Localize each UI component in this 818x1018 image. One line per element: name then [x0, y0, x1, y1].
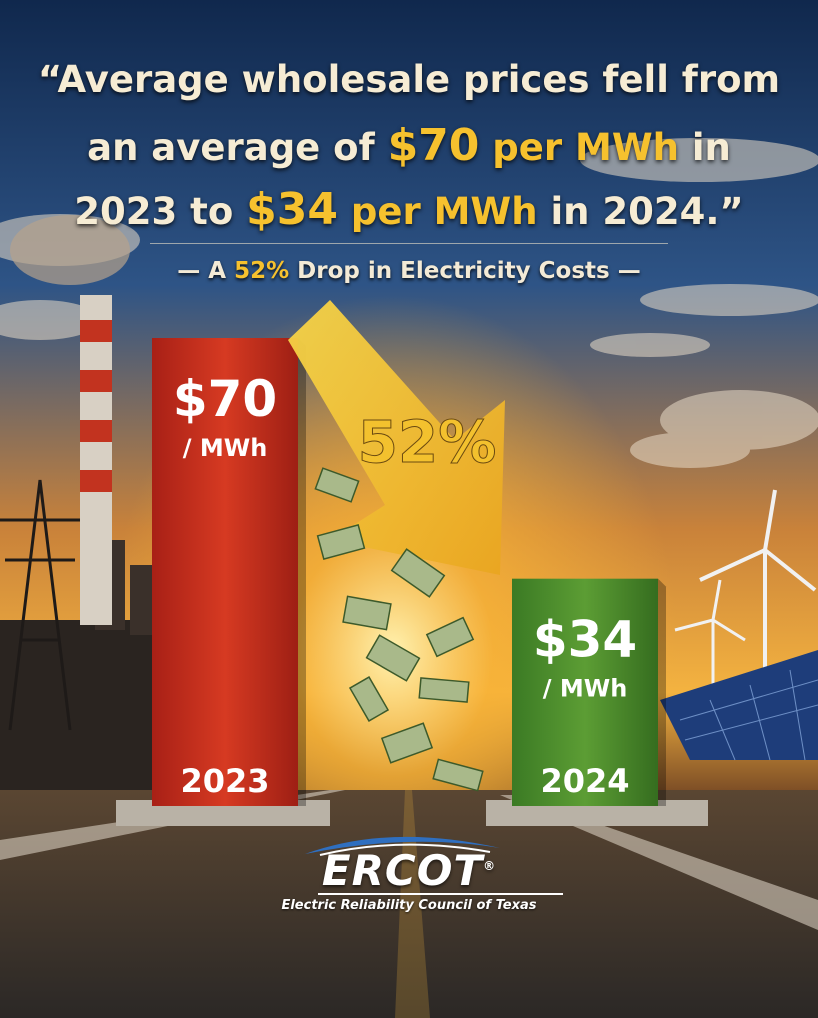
category-label-2023: 2023 [180, 762, 269, 800]
power-plant [0, 215, 160, 790]
price-2024-highlight: $34 [246, 184, 338, 235]
logo-rule [318, 893, 563, 895]
headline-line-2: an average of $70 per MWh in [87, 120, 731, 171]
percent-drop-label: 52% [358, 408, 497, 476]
headline-line-3: 2023 to $34 per MWh in 2024.” [74, 184, 744, 235]
category-label-2024: 2024 [540, 762, 629, 800]
pedestal-2023 [116, 800, 330, 826]
price-2023-highlight: $70 [387, 120, 480, 171]
value-label-2023: $70 [173, 370, 277, 428]
money-bills-icon [314, 467, 484, 792]
bars: $70 / MWh 2023 $34 / MWh 2024 [152, 338, 666, 806]
down-arrow-icon [288, 300, 505, 575]
smokestack-icon [10, 215, 130, 625]
pedestal-2024 [486, 800, 708, 826]
divider [150, 243, 668, 244]
wind-turbine-icon [674, 489, 817, 690]
logo-swoosh [305, 836, 500, 856]
bar-2024 [512, 578, 658, 806]
bar-2023 [152, 338, 298, 806]
bar-side-2023 [298, 338, 306, 806]
clouds [0, 138, 818, 468]
bar-side-2024 [658, 578, 666, 806]
ercot-logo: ERCOT® [321, 846, 497, 895]
road [0, 790, 818, 1018]
value-label-2024: $34 [533, 611, 637, 669]
headline-line-1: “Average wholesale prices fell from [37, 58, 781, 101]
unit-label-2024: / MWh [543, 675, 628, 703]
unit-label-2023: / MWh [183, 434, 268, 462]
solar-panel-icon [660, 650, 818, 761]
subtitle: — A 52% Drop in Electricity Costs — [177, 258, 641, 284]
logo-tagline: Electric Reliability Council of Texas [281, 898, 537, 913]
transmission-tower-icon [0, 479, 80, 731]
